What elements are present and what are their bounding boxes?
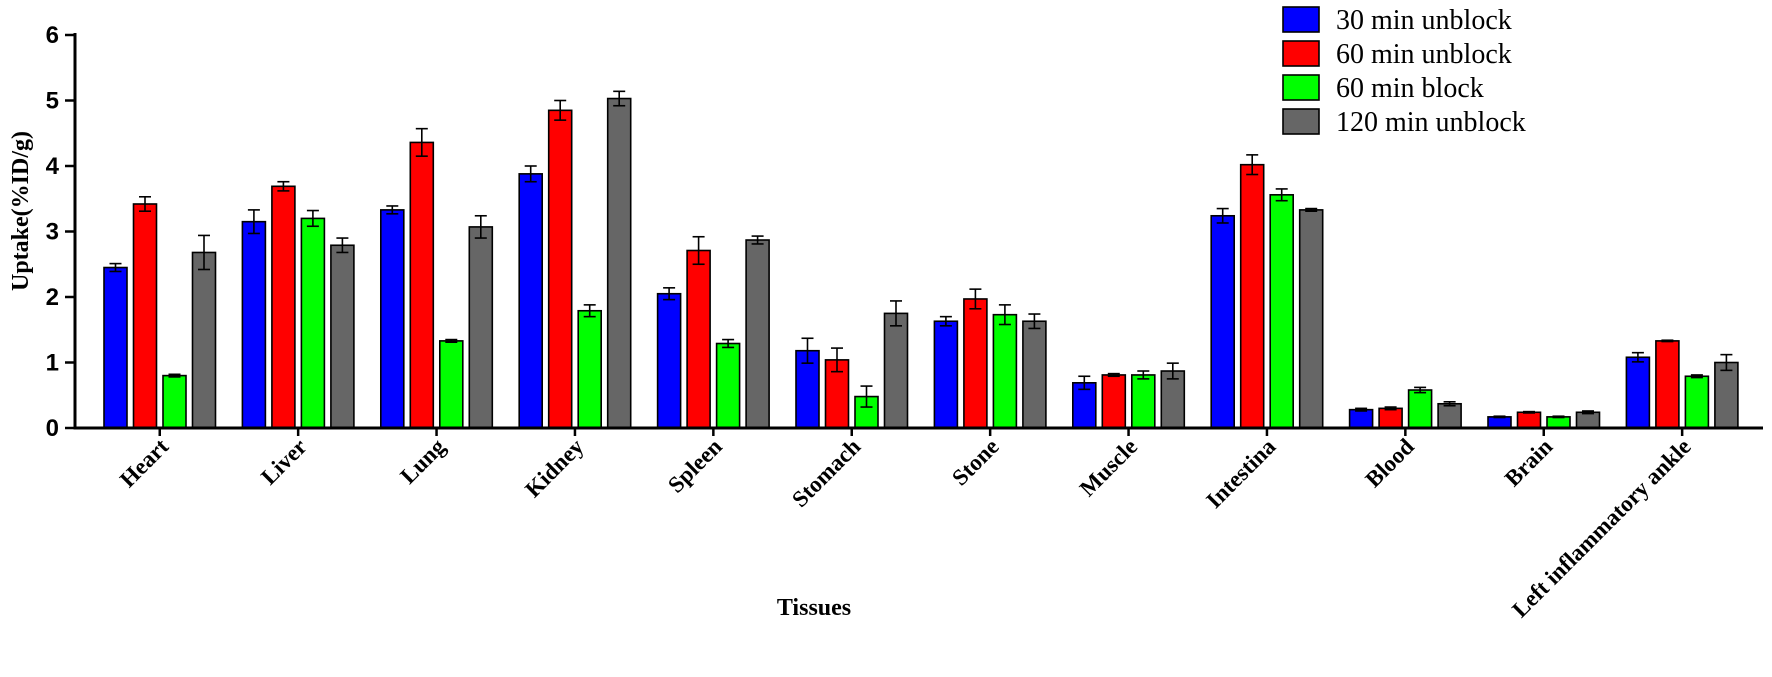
bar <box>1131 374 1156 429</box>
bar <box>271 185 296 429</box>
bar <box>1437 402 1462 429</box>
bar <box>1487 416 1512 429</box>
axes-layer <box>65 33 1763 436</box>
y-axis-title: Uptake(%ID/g) <box>8 131 34 291</box>
x-tick-label: Stone <box>947 434 1004 491</box>
bar <box>745 239 770 429</box>
bar <box>933 320 959 429</box>
x-tick-label: Liver <box>256 434 312 490</box>
bar <box>241 220 267 429</box>
legend-label: 120 min unblock <box>1336 107 1526 138</box>
bar <box>1407 389 1433 429</box>
x-tick-label: Kidney <box>520 434 589 503</box>
x-tick-label: Blood <box>1361 434 1419 492</box>
bar <box>577 309 603 429</box>
y-tick-label: 4 <box>46 153 60 180</box>
bar <box>1210 214 1235 429</box>
legend-label: 30 min unblock <box>1336 5 1512 36</box>
bar <box>379 209 405 429</box>
bar <box>1239 163 1265 429</box>
bar <box>1625 356 1651 429</box>
bar <box>1714 361 1739 429</box>
bar <box>656 292 682 429</box>
bar <box>1575 411 1601 429</box>
bar <box>330 244 355 429</box>
x-tick-label: Heart <box>115 434 174 493</box>
bar <box>715 342 741 429</box>
bar <box>162 374 187 429</box>
bar <box>468 226 494 429</box>
legend-swatch <box>1282 40 1320 67</box>
bar <box>1684 375 1710 429</box>
y-tick-label: 6 <box>46 22 59 49</box>
bar <box>1378 407 1403 429</box>
bar <box>883 312 909 429</box>
bar <box>438 340 464 429</box>
bar <box>1546 416 1571 429</box>
bar <box>191 251 217 429</box>
bars-layer <box>103 90 1739 429</box>
x-axis-title: Tissues <box>777 595 851 621</box>
bar <box>1516 411 1542 429</box>
bar <box>1269 194 1294 429</box>
bar <box>300 217 326 429</box>
legend-swatch <box>1282 6 1320 33</box>
y-tick-label: 3 <box>46 219 59 246</box>
x-tick-label: Intestina <box>1201 434 1280 513</box>
bar <box>132 203 158 429</box>
bar <box>1022 320 1047 429</box>
y-tick-label: 1 <box>46 350 59 377</box>
bar <box>1348 408 1374 429</box>
bar <box>547 109 573 429</box>
x-tick-label: Stomach <box>787 434 865 512</box>
bar <box>606 97 632 429</box>
bar <box>1298 209 1324 429</box>
bar <box>409 141 435 429</box>
x-tick-label: Spleen <box>663 434 727 498</box>
legend-label: 60 min unblock <box>1336 39 1512 70</box>
x-tick-label: Brain <box>1500 434 1558 492</box>
x-tick-label: Muscle <box>1075 434 1142 501</box>
bar <box>1101 374 1127 429</box>
y-tick-label: 5 <box>46 88 59 115</box>
bar <box>103 266 128 429</box>
y-tick-label: 2 <box>46 284 59 311</box>
bar <box>992 313 1018 429</box>
legend-swatch <box>1282 74 1320 101</box>
legend-swatch <box>1282 108 1320 135</box>
legend-label: 60 min block <box>1336 73 1484 104</box>
bar <box>963 298 988 429</box>
bar <box>686 249 711 429</box>
x-tick-label: Lung <box>395 434 450 489</box>
bar <box>1655 340 1680 429</box>
y-tick-label: 0 <box>46 415 59 442</box>
bar <box>518 173 544 429</box>
